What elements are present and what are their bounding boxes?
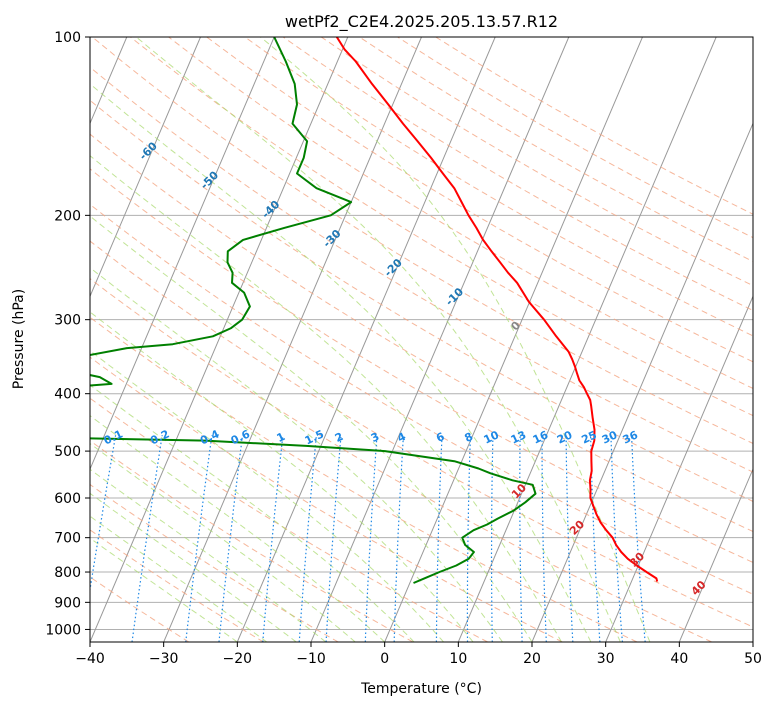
isotherm-line: [384, 37, 643, 642]
pressure-gridlines: [90, 37, 753, 630]
dry-adiabat: [90, 483, 339, 642]
mixing-ratio-line: [218, 435, 244, 642]
moist-adiabat: [90, 311, 474, 642]
x-tick-label: 40: [670, 651, 688, 667]
mixing-ratio-label: 13: [509, 428, 528, 446]
x-axis-label: Temperature (°C): [360, 681, 482, 697]
moist-adiabat: [90, 415, 386, 642]
plot-frame: [89, 36, 754, 643]
y-tick-label: 800: [54, 565, 81, 581]
isotherm-line: [457, 37, 717, 642]
dry-adiabat: [90, 529, 264, 642]
dry-adiabat: [90, 133, 753, 533]
mixing-ratio-line: [541, 435, 547, 642]
x-tick-label: 10: [449, 651, 467, 667]
moist-adiabat: [90, 350, 444, 642]
dry-adiabat: [90, 240, 753, 628]
y-tick-label: 1000: [45, 622, 81, 638]
sounding-profiles: [90, 37, 659, 584]
y-tick-label: 400: [54, 387, 81, 403]
dry-adiabat: [90, 99, 753, 502]
y-axis-ticks: 100 200 300 400 500 600 700 800 900 1000: [45, 30, 90, 638]
dry-adiabat: [130, 37, 753, 417]
mixing-ratio-line: [90, 435, 117, 594]
mixing-ratio-line: [393, 435, 405, 642]
mixing-ratio-line: [185, 435, 213, 642]
y-axis-label: Pressure (hPa): [11, 289, 27, 389]
isotherm-line: [90, 37, 201, 298]
mixing-ratio-line: [131, 435, 163, 642]
x-tick-label: 0: [380, 651, 389, 667]
moist-adiabat: [90, 215, 533, 642]
x-tick-label: 30: [597, 651, 615, 667]
moist-adiabats: [90, 37, 651, 642]
mixing-ratio-line: [565, 435, 574, 642]
moist-adiabat: [90, 492, 297, 642]
moist-adiabat: [135, 37, 621, 642]
mixing-ratio-label: 36: [621, 428, 641, 446]
mixing-ratio-line: [590, 435, 601, 642]
mixing-ratio-line: [631, 435, 646, 642]
chart-title: wetPf2_C2E4.2025.205.13.57.R12: [285, 12, 558, 32]
dry-adiabat: [90, 168, 753, 563]
moist-adiabat: [90, 267, 503, 642]
mixing-ratio-label: 10: [482, 428, 502, 446]
isotherm-line: [163, 37, 422, 642]
mixing-ratio-lines: [90, 435, 646, 642]
y-tick-label: 500: [54, 444, 81, 460]
dry-adiabats: [90, 37, 753, 642]
mixing-ratio-label: 30: [600, 428, 620, 446]
y-tick-label: 700: [54, 531, 81, 547]
x-tick-label: −30: [149, 651, 179, 667]
dry-adiabat: [90, 278, 712, 642]
mixing-ratio-line: [466, 435, 471, 642]
dry-adiabat: [90, 316, 638, 642]
dry-adiabat: [282, 37, 753, 312]
isotherm-line: [605, 295, 753, 642]
x-tick-label: −10: [296, 651, 326, 667]
plot-area: 0.1 0.2 0.4 0.6 1 1.5 2 3 4 6 8 10 13 16 20 25 30 36-60-5…: [90, 37, 753, 642]
mixing-ratio-line: [325, 435, 342, 642]
mixing-ratio-line: [610, 435, 623, 642]
mixing-ratio-label: 16: [531, 428, 551, 446]
x-tick-label: −20: [223, 651, 253, 667]
mixing-ratio-line: [262, 435, 284, 642]
dry-adiabat: [90, 356, 563, 642]
isotherm-line: [678, 467, 753, 642]
x-tick-label: −40: [75, 651, 105, 667]
x-axis-ticks: −40 −30 −20 −10 0 10 20 30 40 50: [75, 642, 762, 667]
mixing-ratio-line: [519, 435, 523, 642]
moist-adiabat: [90, 537, 238, 642]
mixing-ratio-label: 25: [580, 428, 599, 446]
y-tick-label: 100: [54, 30, 81, 46]
moist-adiabat: [90, 515, 268, 642]
y-tick-label: 300: [54, 313, 81, 329]
moist-adiabat: [90, 384, 415, 642]
moist-adiabat: [260, 37, 651, 642]
moist-adiabat: [90, 155, 562, 642]
moist-adiabat: [90, 468, 327, 642]
x-tick-label: 50: [744, 651, 762, 667]
mixing-ratio-line: [298, 435, 317, 642]
isotherm-line: [90, 37, 275, 471]
mixing-ratio-line: [435, 435, 443, 642]
y-tick-label: 600: [54, 491, 81, 507]
dry-adiabat: [91, 37, 753, 445]
y-tick-label: 900: [54, 595, 81, 611]
x-tick-label: 20: [523, 651, 541, 667]
y-tick-label: 200: [54, 208, 81, 224]
dry-adiabat: [168, 37, 753, 389]
dewpoint-profile: [90, 37, 537, 584]
dry-adiabat: [244, 37, 753, 337]
mixing-ratio-line: [490, 435, 494, 642]
mixing-ratio-line: [364, 435, 378, 642]
temperature-profile: [335, 37, 659, 582]
mixing-ratio-label: 20: [555, 428, 575, 446]
isotherm-line: [236, 37, 496, 642]
